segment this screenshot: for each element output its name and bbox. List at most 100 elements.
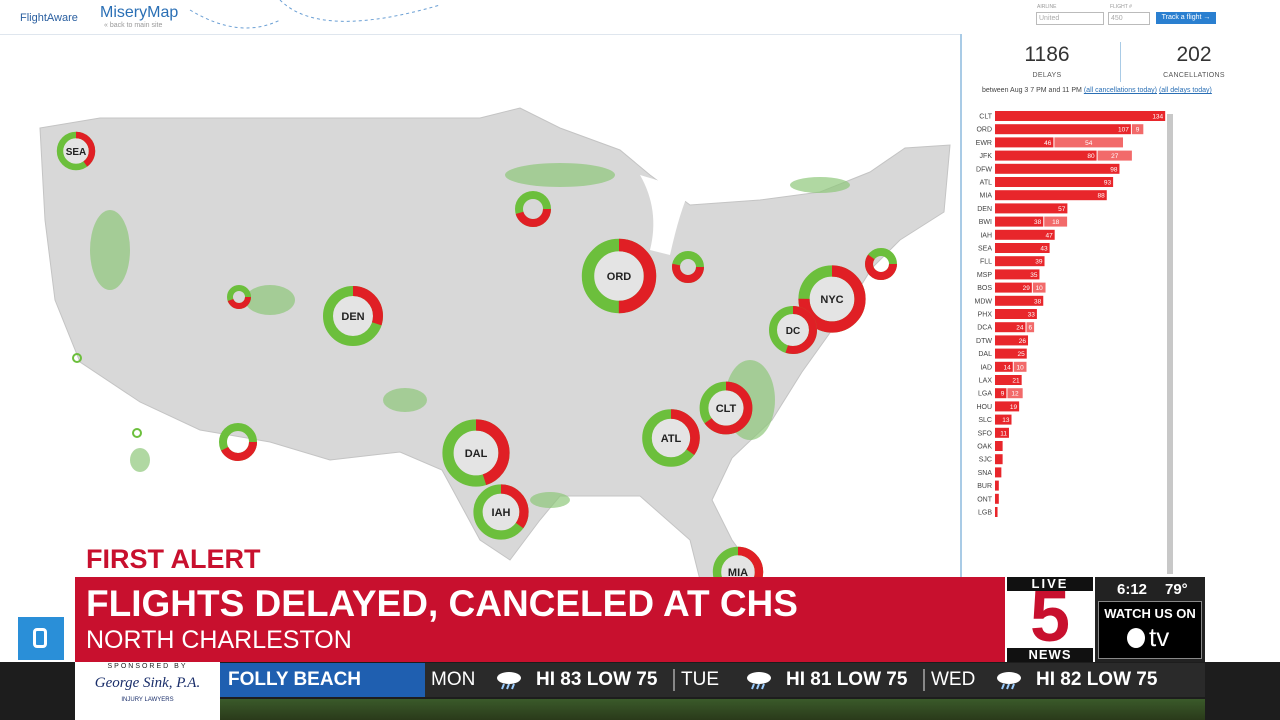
delay-label: 46 — [1044, 140, 1052, 147]
delay-label: 134 — [1152, 114, 1163, 121]
airport-code: JFK — [980, 153, 993, 160]
logo-swirl — [189, 0, 441, 29]
top-bar: FlightAware MiseryMap « back to main sit… — [0, 0, 1280, 35]
cancellation-bar — [1026, 322, 1035, 333]
delay-label: 47 — [1045, 232, 1053, 239]
delay-bar — [995, 507, 998, 517]
hub-center — [453, 430, 499, 476]
delay-bar — [995, 203, 1068, 214]
airport-code: CLT — [979, 114, 992, 121]
airport-code: BOS — [977, 285, 992, 292]
delays-label: DELAYS — [1032, 72, 1062, 79]
delay-bar — [995, 124, 1131, 135]
airline-input[interactable]: United — [1036, 12, 1104, 25]
hub-label: ATL — [661, 433, 682, 445]
airport-code: BWI — [979, 219, 992, 226]
headline: FLIGHTS DELAYED, CANCELED AT CHS — [86, 583, 798, 624]
sponsor-sub: INJURY LAWYERS — [121, 697, 174, 703]
watch-box: WATCH US ON tv — [1098, 601, 1202, 659]
hub-center — [721, 555, 755, 580]
delays-link[interactable]: (all delays today) — [1158, 87, 1212, 94]
watch: WATCH US ON — [1104, 606, 1196, 621]
hub-label: CLT — [716, 403, 737, 415]
delay-bar — [995, 177, 1114, 187]
weather-icon — [994, 669, 1024, 691]
track-button[interactable]: Track a flight → — [1156, 12, 1216, 24]
delay-label: 33 — [1028, 312, 1036, 319]
alert: FIRST ALERT — [86, 544, 261, 574]
flight-input[interactable]: 450 — [1108, 12, 1150, 25]
sponsor-name: George Sink, P.A. — [94, 675, 201, 691]
hub-label: DEN — [341, 311, 364, 323]
delay-bar — [995, 361, 1013, 372]
hub-center — [651, 418, 691, 458]
forecast-text: HI 82 LOW 75 — [1036, 669, 1158, 690]
delay-bar — [995, 282, 1032, 293]
airport-code: PHX — [978, 312, 993, 319]
cancellation-label: 27 — [1111, 153, 1119, 160]
hub-delay-arc — [699, 381, 753, 435]
delay-bar — [995, 256, 1045, 267]
station-icon — [18, 617, 64, 660]
airport-code: SJC — [979, 457, 992, 464]
delay-label: 43 — [1040, 246, 1048, 253]
delay-label: 39 — [1035, 259, 1043, 266]
delay-bar — [995, 163, 1120, 174]
hub-delay-arc — [798, 265, 866, 333]
delay-bars: CLT 134 ORD 107 9 EWR 46 54 JFK 80 27 DFW 98 ATL 93 MIA… — [975, 111, 1166, 517]
delay-bar — [995, 375, 1022, 385]
cancellation-label: 9 — [1136, 127, 1140, 134]
delay-label: 38 — [1034, 219, 1042, 226]
headline-banner: FLIGHTS DELAYED, CANCELED AT CHS NORTH C… — [75, 577, 1005, 662]
delay-label: 35 — [1030, 272, 1038, 279]
delay-bar — [995, 137, 1054, 148]
flight-label: FLIGHT # — [1110, 4, 1132, 10]
airport-code: LGB — [978, 510, 992, 517]
temp: 79° — [1165, 581, 1188, 598]
delay-label: 38 — [1034, 298, 1042, 305]
delay-label: 29 — [1023, 285, 1031, 292]
time: 6:12 — [1117, 581, 1148, 598]
delay-bar — [995, 243, 1050, 253]
tv: tv — [1149, 622, 1170, 652]
forecast-divider — [673, 669, 675, 691]
airport-code: DCA — [977, 325, 992, 332]
range-line: between Aug 3 7 PM and 11 PM (all cancel… — [982, 87, 1212, 94]
cancellation-label: 6 — [1028, 325, 1032, 332]
cancellation-label: 10 — [1017, 364, 1025, 371]
forecast-divider — [923, 669, 925, 691]
hub-center — [63, 138, 89, 164]
apple-icon — [1127, 628, 1145, 648]
station-logo: LIVE 5 NEWS — [1007, 577, 1093, 662]
delay-label: 13 — [1002, 417, 1010, 424]
hub-center — [708, 390, 744, 426]
cancellations-link[interactable]: (all cancellations today) — [1083, 87, 1157, 94]
lake — [640, 175, 690, 255]
delay-bar — [995, 309, 1037, 319]
logo-news: NEWS — [1007, 648, 1093, 662]
airport-code: HOU — [976, 404, 992, 411]
airport-code: BUR — [977, 483, 992, 490]
airport-code: IAH — [980, 232, 992, 239]
airport-code: SLC — [978, 417, 992, 424]
hub-delay-arc — [473, 484, 529, 540]
airport-code: SEA — [978, 246, 992, 253]
delay-label: 25 — [1018, 351, 1026, 358]
forecast-text: HI 81 LOW 75 — [786, 669, 908, 690]
hub-label: IAH — [492, 507, 511, 519]
airport-code: IAD — [980, 364, 992, 371]
sponsor-box: SPONSORED BY George Sink, P.A. INJURY LA… — [75, 662, 220, 720]
radar — [90, 163, 850, 508]
scrollbar[interactable] — [1167, 114, 1173, 574]
delay-bar — [995, 295, 1044, 306]
airport-code: SFO — [978, 430, 993, 437]
hub-center — [809, 276, 855, 322]
back-link[interactable]: « back to main site — [104, 22, 163, 29]
airport-code: DEN — [977, 206, 992, 213]
range: between Aug 3 7 PM and 11 PM — [982, 87, 1082, 94]
hub-label: DC — [786, 326, 800, 337]
cancellation-label: 54 — [1085, 140, 1093, 147]
airport-code: LAX — [979, 378, 993, 385]
delay-label: 21 — [1012, 378, 1020, 385]
airline-label: AIRLINE — [1037, 4, 1057, 10]
